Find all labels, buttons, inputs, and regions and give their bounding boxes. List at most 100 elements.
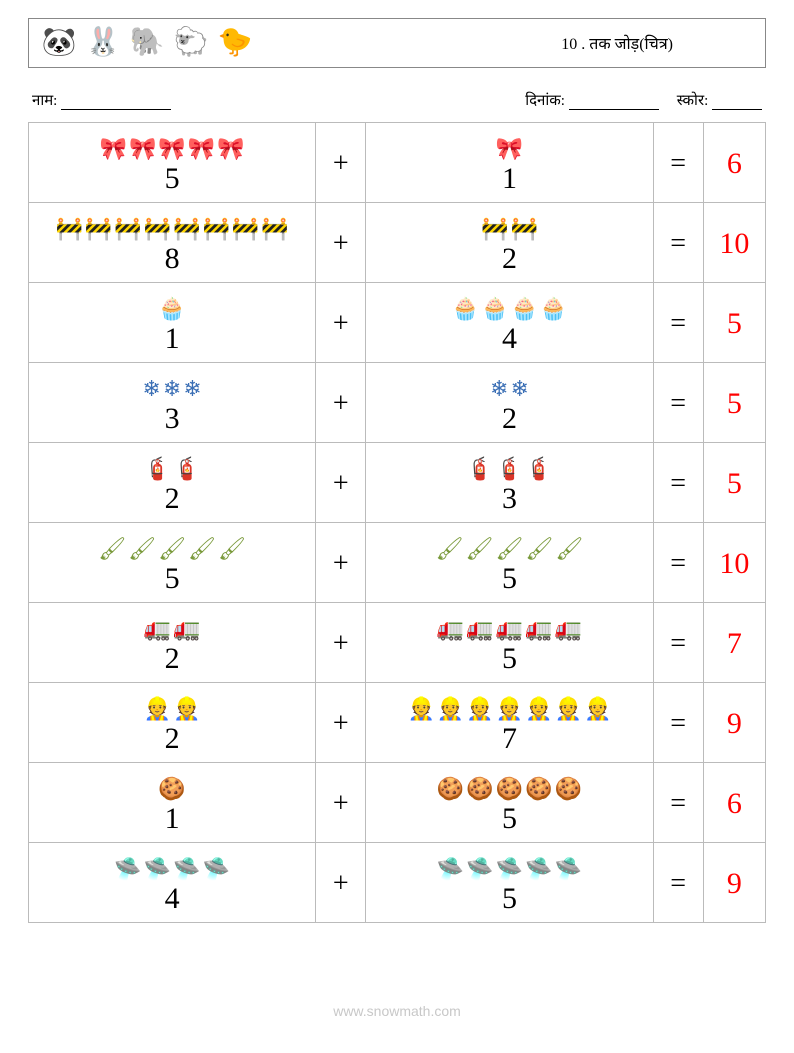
count-icon: 🛸 bbox=[114, 858, 141, 880]
left-operand-cell: 👷👷2 bbox=[29, 683, 316, 763]
operand-number: 2 bbox=[368, 404, 650, 434]
equals-cell: = bbox=[653, 443, 703, 523]
answer-cell: 7 bbox=[703, 603, 765, 683]
operator-cell: + bbox=[316, 443, 366, 523]
header-animal-icon: 🐼 bbox=[41, 25, 77, 61]
footer-watermark: www.snowmath.com bbox=[0, 1003, 794, 1019]
name-label: नाम: bbox=[32, 90, 57, 110]
meta-row: नाम: दिनांक: स्कोर: bbox=[32, 90, 762, 110]
count-icon: 🚛 bbox=[496, 618, 523, 640]
answer-number: 10 bbox=[719, 227, 749, 260]
count-icon: ❄ bbox=[163, 378, 181, 400]
count-icon: 🖌 bbox=[98, 538, 126, 560]
count-icon: 🍪 bbox=[496, 778, 523, 800]
count-icon: 🚧 bbox=[173, 218, 200, 240]
equals-cell: = bbox=[653, 763, 703, 843]
answer-cell: 6 bbox=[703, 123, 765, 203]
date-blank[interactable] bbox=[569, 96, 659, 110]
count-icon: 🖌 bbox=[158, 538, 186, 560]
count-icon: 🛸 bbox=[173, 858, 200, 880]
count-icon: 🛸 bbox=[144, 858, 171, 880]
count-icon: 🖌 bbox=[495, 538, 523, 560]
table-row: 🖌🖌🖌🖌🖌5+🖌🖌🖌🖌🖌5=10 bbox=[29, 523, 766, 603]
count-icon: 🚧 bbox=[232, 218, 259, 240]
count-icon: 🎀 bbox=[100, 138, 127, 160]
right-operand-cell: 🛸🛸🛸🛸🛸5 bbox=[366, 843, 653, 923]
plus-icon: + bbox=[333, 868, 349, 899]
equals-icon: = bbox=[670, 148, 686, 179]
equals-cell: = bbox=[653, 283, 703, 363]
answer-cell: 9 bbox=[703, 843, 765, 923]
left-operand-cell: 🧁1 bbox=[29, 283, 316, 363]
equals-icon: = bbox=[670, 788, 686, 819]
plus-icon: + bbox=[333, 228, 349, 259]
right-operand-cell: 🖌🖌🖌🖌🖌5 bbox=[366, 523, 653, 603]
count-icon: 🖌 bbox=[218, 538, 246, 560]
operator-cell: + bbox=[316, 843, 366, 923]
count-icon: 🧁 bbox=[481, 298, 508, 320]
count-icon: 👷 bbox=[496, 698, 523, 720]
plus-icon: + bbox=[333, 708, 349, 739]
operator-cell: + bbox=[316, 523, 366, 603]
table-row: 🍪1+🍪🍪🍪🍪🍪5=6 bbox=[29, 763, 766, 843]
equals-icon: = bbox=[670, 628, 686, 659]
equals-cell: = bbox=[653, 203, 703, 283]
answer-number: 9 bbox=[727, 707, 742, 740]
answer-number: 9 bbox=[727, 867, 742, 900]
count-icon: 🚧 bbox=[144, 218, 171, 240]
answer-cell: 9 bbox=[703, 683, 765, 763]
table-row: ❄❄❄3+❄❄2=5 bbox=[29, 363, 766, 443]
count-icon: ❄ bbox=[510, 378, 528, 400]
header-animal-row: 🐼🐰🐘🐑🐤 bbox=[41, 25, 253, 61]
operand-number: 1 bbox=[31, 324, 313, 354]
left-operand-cell: ❄❄❄3 bbox=[29, 363, 316, 443]
plus-icon: + bbox=[333, 628, 349, 659]
count-icon: 🧁 bbox=[158, 298, 185, 320]
count-icon: 👷 bbox=[525, 698, 552, 720]
answer-cell: 10 bbox=[703, 523, 765, 603]
header-animal-icon: 🐰 bbox=[85, 25, 121, 61]
count-icon: 🚧 bbox=[202, 218, 229, 240]
left-operand-cell: 🚛🚛2 bbox=[29, 603, 316, 683]
plus-icon: + bbox=[333, 148, 349, 179]
operand-number: 5 bbox=[31, 164, 313, 194]
score-label: स्कोर: bbox=[677, 93, 709, 109]
count-icon: 🛸 bbox=[496, 858, 523, 880]
count-icon: 🧯 bbox=[466, 458, 493, 480]
count-icon: 🧁 bbox=[540, 298, 567, 320]
right-operand-cell: 🚧🚧 2 bbox=[366, 203, 653, 283]
right-operand-cell: 🚛🚛🚛🚛🚛5 bbox=[366, 603, 653, 683]
equals-cell: = bbox=[653, 523, 703, 603]
equals-cell: = bbox=[653, 363, 703, 443]
count-icon: 🚧 bbox=[510, 218, 537, 240]
left-operand-cell: 🛸🛸🛸🛸4 bbox=[29, 843, 316, 923]
operator-cell: + bbox=[316, 683, 366, 763]
count-icon: 👷 bbox=[408, 698, 435, 720]
answer-cell: 5 bbox=[703, 443, 765, 523]
count-icon: 🎀 bbox=[496, 138, 523, 160]
operand-number: 4 bbox=[368, 324, 650, 354]
count-icon: 🛸 bbox=[437, 858, 464, 880]
count-icon: 🎀 bbox=[129, 138, 156, 160]
equals-cell: = bbox=[653, 843, 703, 923]
left-operand-cell: 🎀🎀🎀🎀🎀5 bbox=[29, 123, 316, 203]
operand-number: 2 bbox=[368, 244, 650, 274]
count-icon: 🧁 bbox=[510, 298, 537, 320]
count-icon: 👷 bbox=[437, 698, 464, 720]
count-icon: 🚛 bbox=[555, 618, 582, 640]
plus-icon: + bbox=[333, 548, 349, 579]
count-icon: 🚧 bbox=[481, 218, 508, 240]
count-icon: ❄ bbox=[142, 378, 160, 400]
count-icon: 🚧 bbox=[55, 218, 82, 240]
score-blank[interactable] bbox=[712, 96, 762, 110]
operator-cell: + bbox=[316, 603, 366, 683]
operand-number: 5 bbox=[368, 884, 650, 914]
table-row: 🧯🧯2+🧯🧯🧯3=5 bbox=[29, 443, 766, 523]
count-icon: 🚧 bbox=[114, 218, 141, 240]
table-row: 🚛🚛2 + 🚛🚛🚛🚛🚛5 = 7 bbox=[29, 603, 766, 683]
name-blank[interactable] bbox=[61, 96, 171, 110]
answer-number: 6 bbox=[727, 787, 742, 820]
count-icon: 🚛 bbox=[466, 618, 493, 640]
count-icon: 🍪 bbox=[525, 778, 552, 800]
operand-number: 7 bbox=[368, 724, 650, 754]
